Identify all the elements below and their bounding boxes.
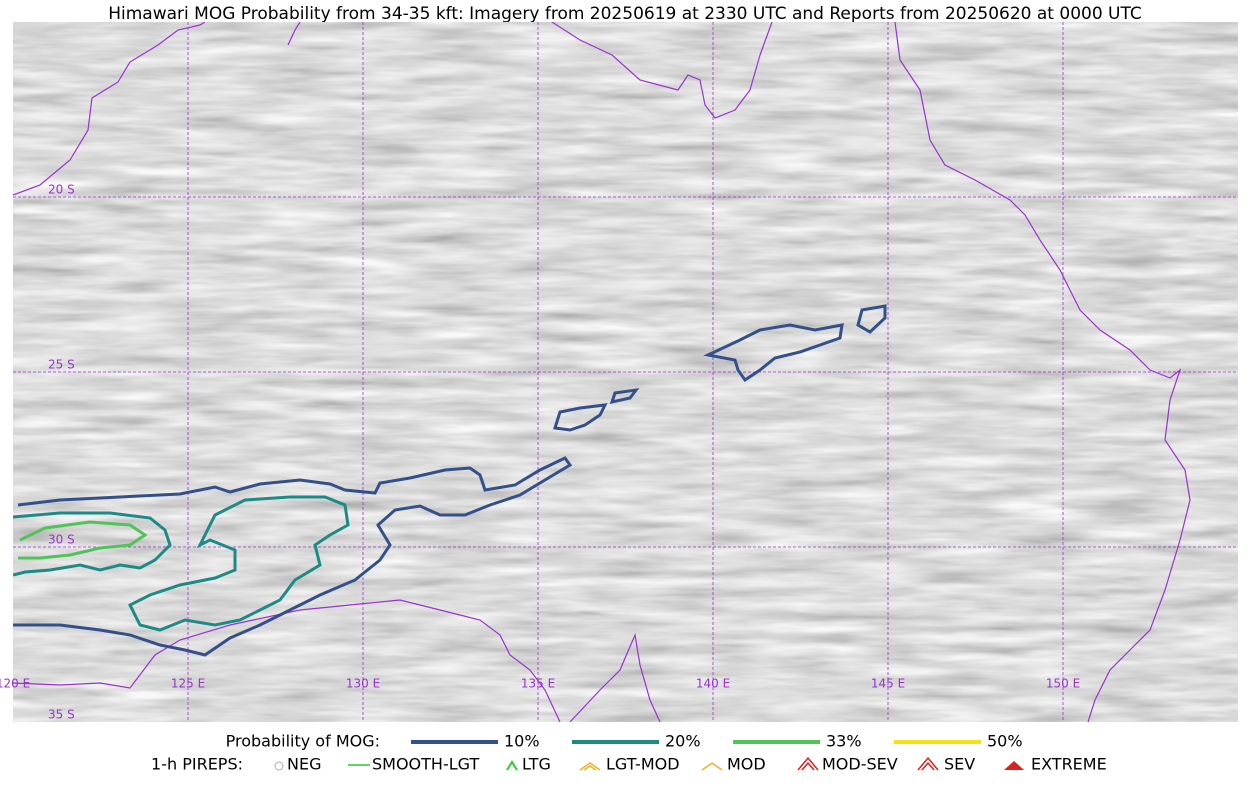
- legend-label: 10%: [504, 732, 540, 751]
- coastline: [13, 599, 561, 722]
- pirep-icon: [797, 756, 819, 771]
- legend-label: 50%: [987, 732, 1023, 751]
- coastline: [13, 22, 206, 196]
- longitude-label: 125 E: [171, 677, 205, 691]
- legend-label: SMOOTH-LGT: [372, 755, 479, 774]
- contour-10: [553, 388, 640, 432]
- longitude-label: 150 E: [1046, 677, 1080, 691]
- probability-contours: [13, 304, 887, 657]
- contour-10: [703, 304, 887, 383]
- longitude-label: 145 E: [871, 677, 905, 691]
- map-title: Himawari MOG Probability from 34-35 kft:…: [108, 4, 1142, 24]
- legend-label: 33%: [826, 732, 862, 751]
- legend-label: SEV: [944, 755, 975, 774]
- pirep-icon: [579, 762, 601, 771]
- legend-label: LTG: [522, 755, 551, 774]
- contour-20: [127, 495, 350, 632]
- latitude-label: 35 S: [48, 708, 75, 722]
- legend-label: NEG: [287, 755, 321, 774]
- pirep-icon: [1004, 761, 1024, 770]
- legend-label: MOD-SEV: [822, 755, 898, 774]
- contour-33: [18, 520, 148, 560]
- legend-title: Probability of MOG:: [226, 732, 380, 751]
- legend-label: 20%: [665, 732, 701, 751]
- graticule: [13, 22, 1238, 722]
- contour-20: [13, 511, 172, 577]
- longitude-label: 130 E: [346, 677, 380, 691]
- longitude-label: 140 E: [696, 677, 730, 691]
- legend-title: 1-h PIREPS:: [151, 755, 243, 774]
- contour-10: [13, 456, 573, 657]
- coastline: [894, 22, 1191, 722]
- legend: Probability of MOG: 1-h PIREPS: 10% 20% 33…: [151, 732, 1107, 774]
- legend-label: LGT-MOD: [606, 755, 680, 774]
- coastlines: [13, 22, 1191, 722]
- coastline: [569, 632, 661, 722]
- latitude-label: 30 S: [48, 533, 75, 547]
- pirep-icon: [917, 756, 939, 771]
- longitude-label: 135 E: [521, 677, 555, 691]
- pirep-icon: [274, 761, 284, 771]
- pirep-icon: [701, 762, 723, 771]
- coastline: [287, 22, 301, 46]
- pirep-icon: [506, 760, 518, 771]
- grid-labels: 120 E 125 E 130 E 135 E 140 E 145 E 150 E 20 S 2…: [0, 183, 1080, 722]
- legend-label: MOD: [727, 755, 766, 774]
- coastline: [551, 22, 773, 119]
- latitude-label: 20 S: [48, 183, 75, 197]
- longitude-label: 120 E: [0, 677, 30, 691]
- latitude-label: 25 S: [48, 358, 75, 372]
- legend-label: EXTREME: [1031, 755, 1107, 774]
